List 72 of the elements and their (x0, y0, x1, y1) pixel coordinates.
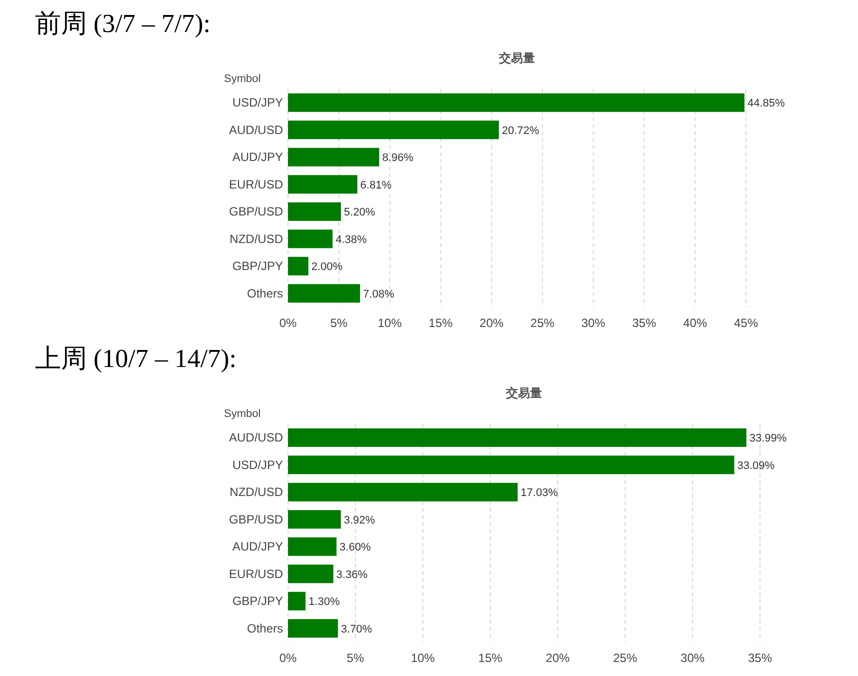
chart-subtitle: 交易量 (505, 386, 542, 400)
x-tick-label: 25% (613, 651, 638, 665)
x-tick-label: 20% (546, 651, 570, 665)
bar (288, 537, 337, 556)
y-tick-label: USD/JPY (232, 458, 283, 472)
x-tick-label: 15% (428, 316, 453, 330)
y-tick-label: EUR/USD (228, 566, 284, 581)
data-label: 33.99% (749, 432, 787, 445)
y-axis-title: Symbol (224, 73, 261, 85)
data-label: 33.09% (737, 460, 775, 472)
y-tick-label: AUD/USD (228, 122, 284, 137)
bar (288, 510, 341, 529)
x-tick-label: 25% (530, 316, 555, 330)
data-label: 3.70% (340, 623, 372, 636)
data-label: 3.92% (344, 514, 376, 526)
y-tick-label: GBP/JPY (232, 259, 283, 274)
bar (288, 175, 358, 194)
x-tick-label: 10% (410, 651, 436, 665)
bar (288, 482, 518, 502)
bar (288, 592, 306, 610)
x-tick-label: 10% (378, 316, 402, 330)
x-tick-label: 30% (581, 316, 606, 330)
x-tick-label: 35% (748, 651, 772, 665)
data-label: 2.00% (311, 261, 343, 274)
bar (288, 148, 380, 166)
bar (288, 120, 499, 140)
bar (288, 428, 746, 447)
bar (288, 256, 308, 276)
x-tick-label: 30% (680, 651, 705, 665)
data-label: 3.36% (336, 568, 368, 581)
bar (288, 564, 334, 584)
data-label: 8.96% (382, 152, 414, 164)
x-tick-label: 45% (734, 316, 758, 330)
y-tick-label: USD/JPY (232, 96, 283, 110)
data-label: 20.72% (502, 124, 540, 137)
y-tick-label: EUR/USD (228, 177, 284, 192)
bar (288, 93, 744, 112)
y-tick-label: AUD/USD (228, 430, 284, 445)
x-tick-label: 5% (330, 316, 348, 330)
x-tick-label: 5% (346, 651, 364, 665)
data-label: 44.85% (747, 98, 785, 110)
x-tick-label: 15% (478, 651, 503, 665)
y-tick-label: Others (246, 286, 283, 300)
y-axis-title: Symbol (224, 408, 261, 420)
data-label: 4.38% (336, 234, 367, 246)
chart-title: 上周 (10/7 – 14/7): (35, 344, 236, 373)
bar (288, 619, 338, 638)
data-label: 6.81% (360, 179, 392, 192)
y-tick-label: GBP/USD (228, 512, 284, 526)
bar (288, 202, 341, 221)
bar (288, 230, 333, 248)
y-tick-label: GBP/USD (228, 204, 284, 219)
x-tick-label: 0% (279, 651, 297, 665)
chart-subtitle: 交易量 (498, 51, 535, 65)
y-tick-label: GBP/JPY (232, 594, 283, 608)
x-tick-label: 35% (632, 316, 657, 330)
y-tick-label: NZD/USD (230, 232, 284, 246)
bar (288, 284, 360, 303)
y-tick-label: Others (246, 621, 283, 636)
x-tick-label: 0% (279, 316, 297, 330)
bar (288, 456, 734, 474)
y-tick-label: AUD/JPY (232, 150, 283, 164)
x-tick-label: 20% (480, 316, 504, 330)
x-tick-label: 40% (683, 316, 708, 330)
y-tick-label: AUD/JPY (232, 540, 283, 554)
data-label: 5.20% (344, 206, 376, 219)
chart-title: 前周 (3/7 – 7/7): (35, 9, 210, 38)
data-label: 17.03% (520, 487, 558, 500)
data-label: 7.08% (363, 288, 394, 300)
data-label: 3.60% (340, 542, 371, 554)
y-tick-label: NZD/USD (230, 485, 284, 500)
data-label: 1.30% (308, 596, 340, 608)
